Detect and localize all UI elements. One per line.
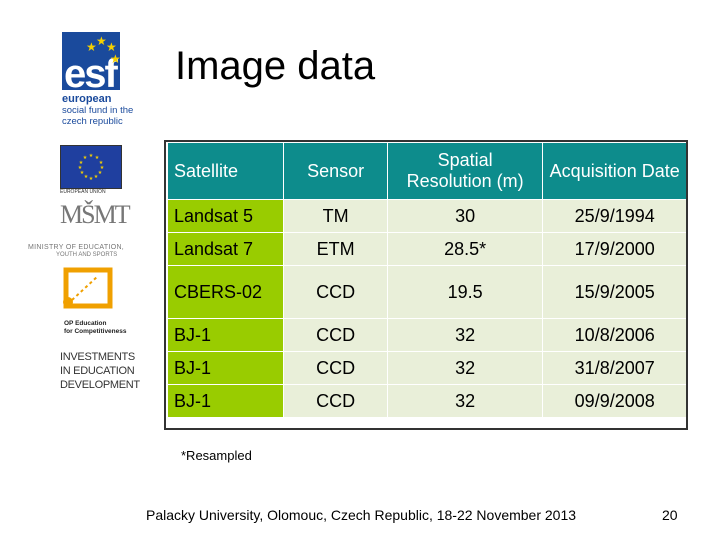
eu-caption: EUROPEAN UNION xyxy=(60,189,106,195)
cell-satellite: Landsat 7 xyxy=(166,232,285,266)
table-header-row: Satellite Sensor Spatial Resolution (m) … xyxy=(166,142,687,200)
header-spatial-resolution: Spatial Resolution (m) xyxy=(386,142,544,200)
table-row: BJ-1 CCD 32 09/9/2008 xyxy=(166,384,687,418)
eu-flag-logo: ★ ★ ★ ★ ★ ★ ★ ★ ★ ★ ★ ★ EUROPEAN UNION xyxy=(60,145,122,197)
cell-date: 31/8/2007 xyxy=(542,351,687,385)
table-row: Landsat 5 TM 30 25/9/1994 xyxy=(166,199,687,233)
cell-resolution: 30 xyxy=(386,199,544,233)
esf-mark: esf xyxy=(62,32,120,96)
svg-text:★: ★ xyxy=(79,160,84,166)
cell-sensor: ETM xyxy=(283,232,388,266)
star-icon: ★ xyxy=(106,40,117,54)
invest-line-3: DEVELOPMENT xyxy=(60,379,140,391)
esf-caption: european social fund in the czech republ… xyxy=(62,93,154,128)
eu-stars-icon: ★ ★★ ★★★ ★★★ ★★★ xyxy=(78,153,105,181)
header-sensor: Sensor xyxy=(283,142,388,200)
op-frame-icon xyxy=(63,267,113,309)
op-line-1: OP Education xyxy=(64,320,107,327)
cell-sensor: CCD xyxy=(283,351,388,385)
esf-logo: esf ★ ★ ★ ★ european social fund in the … xyxy=(60,30,152,142)
cell-sensor: TM xyxy=(283,199,388,233)
msmt-caption-2: YOUTH AND SPORTS xyxy=(56,252,118,258)
cell-sensor: CCD xyxy=(283,318,388,352)
cell-resolution: 32 xyxy=(386,351,544,385)
cell-resolution: 19.5 xyxy=(386,265,544,319)
header-satellite: Satellite xyxy=(166,142,285,200)
cell-date: 09/9/2008 xyxy=(542,384,687,418)
cell-date: 17/9/2000 xyxy=(542,232,687,266)
cell-sensor: CCD xyxy=(283,265,388,319)
cell-satellite: Landsat 5 xyxy=(166,199,285,233)
esf-line-1: european xyxy=(62,93,112,105)
star-icon: ★ xyxy=(86,40,97,54)
svg-text:★: ★ xyxy=(89,153,94,159)
op-line-2: for Competitiveness xyxy=(64,328,127,335)
table-row: CBERS-02 CCD 19.5 15/9/2005 xyxy=(166,265,687,319)
invest-line-2: IN EDUCATION xyxy=(60,365,135,377)
svg-text:★: ★ xyxy=(100,165,105,171)
msmt-logo: MŠMT MINISTRY OF EDUCATION, YOUTH AND SP… xyxy=(28,200,158,260)
svg-text:★: ★ xyxy=(95,155,100,161)
table-row: BJ-1 CCD 32 10/8/2006 xyxy=(166,318,687,352)
svg-text:★: ★ xyxy=(84,174,89,180)
table-row: BJ-1 CCD 32 31/8/2007 xyxy=(166,351,687,385)
msmt-monogram: MŠMT xyxy=(60,200,131,229)
op-education-logo: OP Education for Competitiveness xyxy=(58,266,158,346)
investments-logo: INVESTMENTS IN EDUCATION DEVELOPMENT xyxy=(60,350,140,392)
invest-line-1: INVESTMENTS xyxy=(60,351,135,363)
svg-text:★: ★ xyxy=(98,170,103,176)
svg-text:★: ★ xyxy=(80,170,85,176)
logo-sidebar: esf ★ ★ ★ ★ european social fund in the … xyxy=(0,0,160,540)
cell-satellite: BJ-1 xyxy=(166,351,285,385)
cell-date: 15/9/2005 xyxy=(542,265,687,319)
esf-line-3: czech republic xyxy=(62,116,123,127)
image-data-table: Satellite Sensor Spatial Resolution (m) … xyxy=(166,142,687,418)
svg-text:★: ★ xyxy=(94,174,99,180)
star-icon: ★ xyxy=(96,34,107,48)
esf-letters: esf xyxy=(64,52,118,96)
slide-title: Image data xyxy=(175,44,376,88)
cell-sensor: CCD xyxy=(283,384,388,418)
star-icon: ★ xyxy=(110,52,121,66)
table-row: Landsat 7 ETM 28.5* 17/9/2000 xyxy=(166,232,687,266)
slide-footer: Palacky University, Olomouc, Czech Repub… xyxy=(146,507,577,523)
msmt-caption-1: MINISTRY OF EDUCATION, xyxy=(28,244,125,251)
cell-resolution: 32 xyxy=(386,318,544,352)
cell-date: 25/9/1994 xyxy=(542,199,687,233)
svg-text:★: ★ xyxy=(99,160,104,166)
svg-text:★: ★ xyxy=(83,155,88,161)
op-caption: OP Education for Competitiveness xyxy=(64,320,127,336)
cell-date: 10/8/2006 xyxy=(542,318,687,352)
svg-text:★: ★ xyxy=(78,165,83,171)
resampled-note: *Resampled xyxy=(181,448,252,463)
cell-satellite: CBERS-02 xyxy=(166,265,285,319)
cell-resolution: 28.5* xyxy=(386,232,544,266)
cell-satellite: BJ-1 xyxy=(166,318,285,352)
page-number: 20 xyxy=(662,507,678,523)
eu-flag-icon: ★ ★ ★ ★ ★ ★ ★ ★ ★ ★ ★ ★ xyxy=(60,145,122,189)
cell-satellite: BJ-1 xyxy=(166,384,285,418)
header-acquisition-date: Acquisition Date xyxy=(542,142,687,200)
esf-line-2: social fund in the xyxy=(62,105,134,116)
svg-text:★: ★ xyxy=(89,176,94,181)
cell-resolution: 32 xyxy=(386,384,544,418)
